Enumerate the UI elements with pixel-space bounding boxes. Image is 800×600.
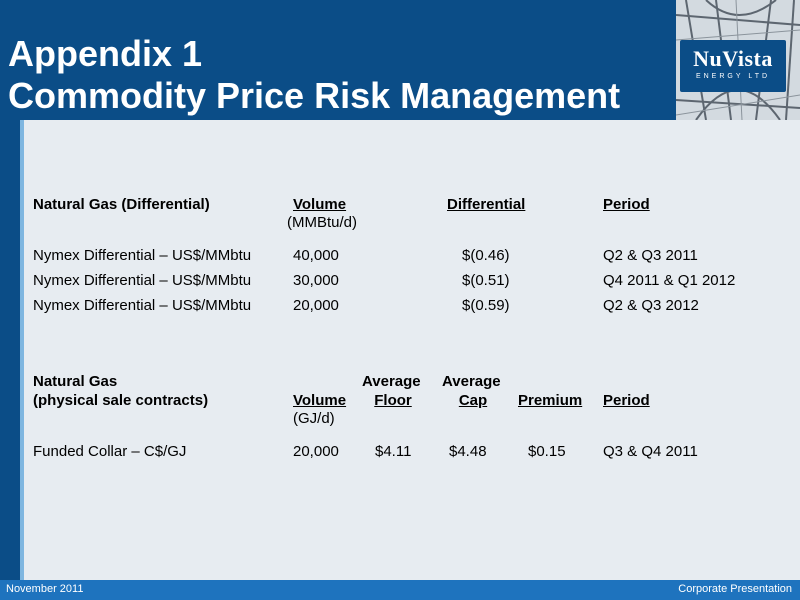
footer-bar: November 2011 Corporate Presentation: [0, 580, 800, 600]
t2-row1-period: Q3 & Q4 2011: [603, 443, 698, 460]
t2-header-floor-line1: Average: [362, 373, 421, 390]
t1-row2-period: Q4 2011 & Q1 2012: [603, 272, 736, 289]
t2-row1-volume: 20,000: [293, 443, 339, 460]
title-banner: Appendix 1 Commodity Price Risk Manageme…: [0, 0, 800, 120]
logo-wordmark: NuVista: [693, 46, 773, 71]
t2-header-volume-unit: (GJ/d): [293, 410, 335, 427]
t2-row1-instrument: Funded Collar – C$/GJ: [33, 443, 187, 460]
company-logo: NuVista ENERGY LTD: [680, 40, 786, 92]
left-accent-stripe: [20, 120, 24, 580]
t2-header-cap-line2: Cap: [458, 392, 488, 409]
t2-header-floor-line2: Floor: [374, 392, 412, 409]
t1-row3-volume: 20,000: [293, 297, 339, 314]
content-panel: [24, 120, 800, 580]
t1-header-period: Period: [603, 196, 650, 213]
t2-row1-floor: $4.11: [375, 443, 412, 460]
t1-row3-differential: $(0.59): [462, 297, 510, 314]
t1-row3-instrument: Nymex Differential – US$/MMbtu: [33, 297, 252, 314]
left-accent-bar: [0, 120, 20, 580]
t1-header-differential: Differential: [447, 196, 526, 213]
t1-row1-period: Q2 & Q3 2011: [603, 247, 698, 264]
t2-header-instrument-line1: Natural Gas: [33, 373, 118, 390]
t2-row1-cap: $4.48: [449, 443, 487, 460]
t1-header-volume-unit: (MMBtu/d): [287, 214, 358, 231]
logo-subtitle: ENERGY LTD: [695, 73, 771, 80]
t1-header-volume: Volume: [293, 196, 347, 213]
title-line-2: Commodity Price Risk Management: [8, 75, 621, 116]
t1-row1-volume: 40,000: [293, 247, 339, 264]
t1-row2-volume: 30,000: [293, 272, 339, 289]
t2-header-volume: Volume: [293, 392, 347, 409]
slide-title: Appendix 1 Commodity Price Risk Manageme…: [8, 33, 620, 117]
t2-header-period: Period: [603, 392, 650, 409]
t1-row2-instrument: Nymex Differential – US$/MMbtu: [33, 272, 252, 289]
t2-header-instrument-line2: (physical sale contracts): [33, 392, 209, 409]
t1-row2-differential: $(0.51): [462, 272, 510, 289]
t1-row1-instrument: Nymex Differential – US$/MMbtu: [33, 247, 252, 264]
t2-row1-premium: $0.15: [528, 443, 566, 460]
t2-header-cap-line1: Average: [442, 373, 501, 390]
title-line-1: Appendix 1: [8, 33, 203, 74]
t1-header-instrument: Natural Gas (Differential): [33, 196, 210, 213]
footer-date: November 2011: [6, 583, 84, 595]
t2-header-premium: Premium: [518, 392, 583, 409]
t1-row3-period: Q2 & Q3 2012: [603, 297, 699, 314]
t1-row1-differential: $(0.46): [462, 247, 510, 264]
footer-label: Corporate Presentation: [678, 583, 792, 595]
